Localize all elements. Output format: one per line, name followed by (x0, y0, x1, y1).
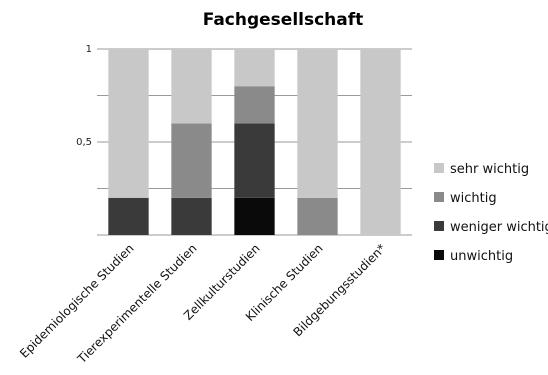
legend-label-3: unwichtig (450, 249, 513, 264)
bar-segment-2-1 (234, 123, 275, 198)
bar-segment-3-2 (297, 197, 338, 235)
legend-swatch-1 (434, 192, 444, 202)
legend-label-1: wichtig (450, 191, 497, 206)
bars (108, 49, 401, 235)
bar-segment-3-3 (297, 49, 338, 198)
bar-segment-1-3 (171, 49, 212, 124)
bar-segment-4-3 (360, 49, 401, 235)
chart-title: Fachgesellschaft (203, 10, 364, 30)
x-axis-labels: Epidemiologische StudienTierexperimentel… (17, 241, 389, 366)
y-tick-label-0: 1 (86, 44, 92, 55)
bar-segment-1-1 (171, 197, 212, 235)
legend-swatch-0 (434, 163, 444, 173)
category-label-1: Tierexperimentelle Studien (74, 241, 199, 366)
legend: sehr wichtig wichtig weniger wichtig unwich… (434, 162, 548, 264)
bar-segment-2-2 (234, 86, 275, 124)
bar-segment-1-2 (171, 123, 212, 198)
legend-swatch-3 (434, 250, 444, 260)
category-label-0: Epidemiologische Studien (17, 241, 137, 361)
legend-swatch-2 (434, 221, 444, 231)
legend-label-0: sehr wichtig (450, 162, 529, 177)
y-tick-label-1: 0,5 (76, 137, 92, 148)
bar-segment-2-0 (234, 197, 275, 235)
bar-segment-0-1 (108, 197, 149, 235)
y-axis-ticks: 10,5 (76, 44, 92, 148)
bar-segment-2-3 (234, 49, 275, 87)
legend-label-2: weniger wichtig (450, 220, 548, 235)
bar-segment-0-3 (108, 49, 149, 198)
